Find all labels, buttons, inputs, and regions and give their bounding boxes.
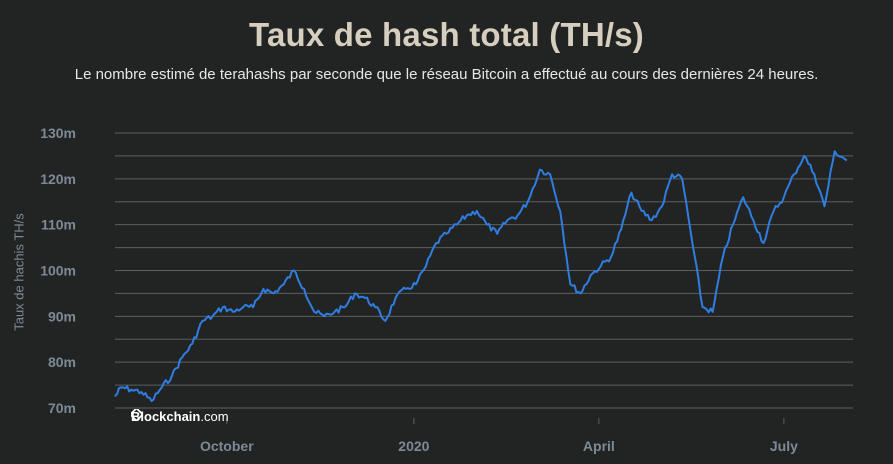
x-tick-label: October [200,438,254,454]
blockchain-logo-icon [131,409,142,420]
y-tick-label: 110m [41,217,76,233]
series-group [114,150,848,403]
x-tick-label: April [583,438,615,454]
y-tick-label: 100m [40,263,76,279]
y-tick-label: 70m [48,400,76,416]
y-tick-label: 120m [40,171,76,187]
blockchain-watermark: Blockchain .com [131,409,229,424]
x-tick-label: 2020 [398,438,429,454]
y-tick-label: 130m [40,125,76,141]
watermark-domain: .com [200,409,229,424]
x-tick-label: July [770,438,798,454]
y-tick-label: 80m [48,354,76,370]
series-line [114,150,848,403]
y-tick-label: 90m [48,308,76,324]
chart-subtitle: Le nombre estimé de terahashs par second… [74,66,819,83]
grid-lines [115,132,853,409]
chart-title: Taux de hash total (TH/s) [249,16,644,53]
watermark-brand: Blockchain [131,409,201,424]
x-tick-labels: October 2020 April July [200,418,798,454]
y-tick-labels: 70m 80m 90m 100m 110m 120m 130m [40,125,76,416]
